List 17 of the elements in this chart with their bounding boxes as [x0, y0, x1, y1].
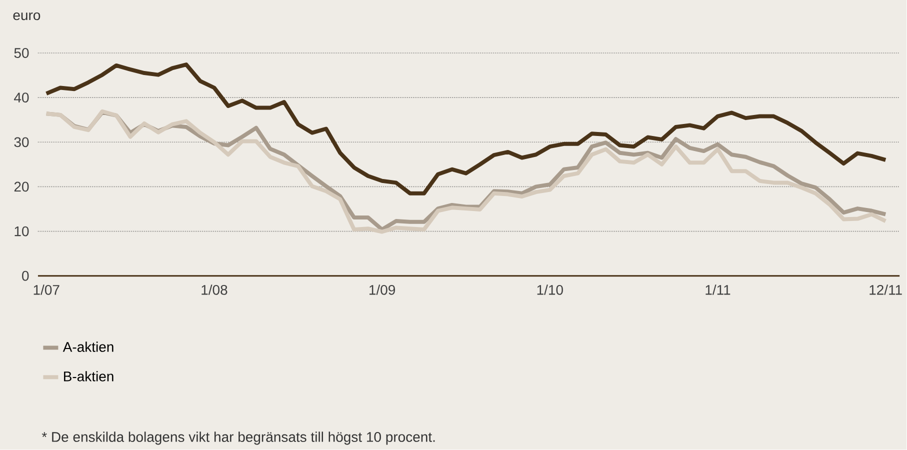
x-tick-label: 1/07 — [34, 284, 60, 295]
y-tick-label: 0 — [22, 271, 29, 281]
x-tick-label: 12/11 — [870, 284, 902, 295]
y-tick-label: 50 — [14, 48, 29, 58]
legend-label: B-aktien — [64, 371, 114, 382]
text: * De enskilda bolagens vikt har begränsats till högst 10 procent. — [42, 432, 435, 445]
y-tick-label: 30 — [14, 137, 29, 148]
y-tick-label: 10 — [14, 226, 29, 236]
x-tick-label: 1/08 — [202, 284, 228, 295]
legend-label: A-aktien — [62, 342, 114, 352]
y-tick-label: 40 — [14, 92, 29, 103]
y-axis-title: euro — [13, 12, 40, 20]
x-tick-label: 1/11 — [706, 284, 730, 295]
x-tick-label: 1/09 — [370, 284, 395, 295]
line-series — [44, 62, 888, 196]
x-tick-label: 1/10 — [537, 284, 563, 295]
y-tick-label: 20 — [14, 182, 29, 192]
